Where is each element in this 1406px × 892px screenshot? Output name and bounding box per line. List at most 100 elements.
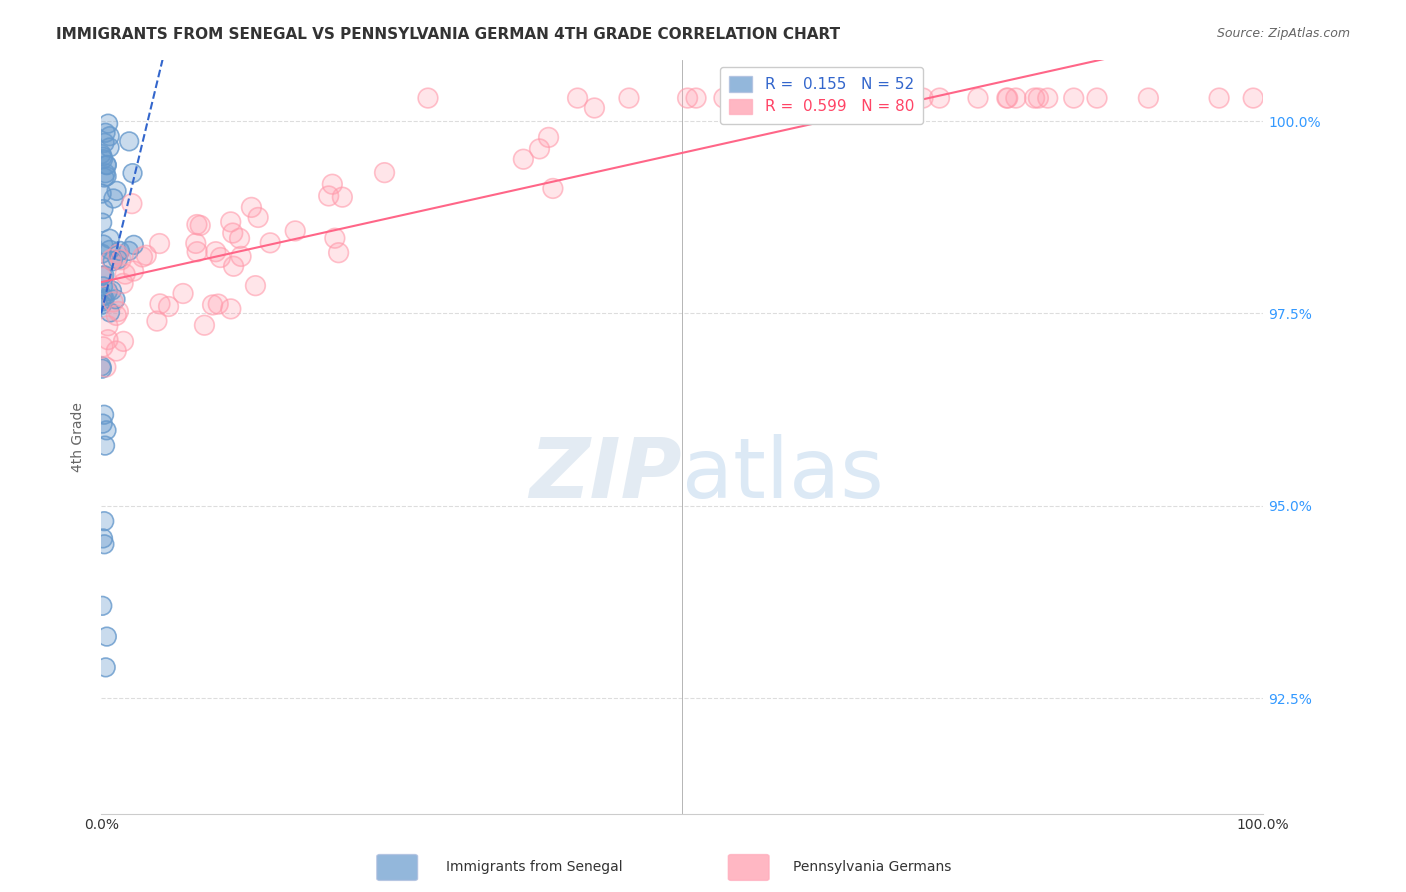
Point bbox=[583, 101, 606, 115]
Point bbox=[209, 251, 232, 265]
Point bbox=[1241, 91, 1264, 105]
Point bbox=[188, 219, 211, 233]
Point bbox=[328, 245, 350, 260]
Point bbox=[416, 91, 439, 105]
Point bbox=[91, 340, 114, 354]
Point bbox=[98, 243, 121, 257]
Point bbox=[201, 298, 224, 312]
Point bbox=[104, 292, 127, 306]
Point bbox=[912, 91, 935, 105]
Point bbox=[90, 361, 112, 376]
Point bbox=[91, 289, 114, 303]
Point bbox=[995, 91, 1018, 105]
Point bbox=[90, 147, 112, 161]
Point bbox=[93, 408, 115, 422]
Point bbox=[98, 140, 121, 154]
Point bbox=[96, 158, 118, 172]
Point bbox=[94, 359, 117, 374]
Point bbox=[207, 297, 229, 311]
Y-axis label: 4th Grade: 4th Grade bbox=[72, 401, 86, 472]
Point bbox=[204, 244, 226, 259]
Point bbox=[135, 248, 157, 262]
Legend: R =  0.155   N = 52, R =  0.599   N = 80: R = 0.155 N = 52, R = 0.599 N = 80 bbox=[720, 67, 924, 124]
Point bbox=[93, 136, 115, 150]
Point bbox=[97, 318, 120, 333]
Point bbox=[247, 211, 270, 225]
Point bbox=[97, 117, 120, 131]
Point bbox=[1028, 91, 1050, 105]
Point bbox=[105, 343, 128, 358]
Point bbox=[146, 314, 169, 328]
Point bbox=[228, 231, 250, 245]
Point bbox=[1137, 91, 1160, 105]
Point bbox=[512, 152, 534, 166]
Point bbox=[131, 250, 153, 264]
Point bbox=[245, 278, 267, 293]
Point bbox=[94, 660, 117, 674]
Point bbox=[713, 91, 735, 105]
Point bbox=[617, 91, 640, 105]
Point bbox=[90, 270, 112, 285]
Point bbox=[118, 244, 141, 258]
Point bbox=[112, 334, 135, 349]
Point bbox=[321, 178, 343, 192]
Point bbox=[97, 333, 120, 347]
Point bbox=[93, 202, 115, 216]
Point bbox=[284, 224, 307, 238]
Point bbox=[94, 359, 117, 374]
Point bbox=[811, 91, 834, 105]
Point bbox=[186, 244, 208, 259]
Point bbox=[93, 537, 115, 551]
Text: Source: ZipAtlas.com: Source: ZipAtlas.com bbox=[1216, 27, 1350, 40]
Point bbox=[122, 264, 145, 278]
Point bbox=[219, 215, 242, 229]
Point bbox=[107, 247, 129, 261]
Point bbox=[541, 181, 564, 195]
Point bbox=[676, 91, 699, 105]
Point bbox=[93, 292, 115, 306]
Point bbox=[96, 423, 118, 437]
Point bbox=[93, 268, 115, 283]
Point bbox=[193, 318, 215, 333]
Point bbox=[101, 284, 124, 298]
Point bbox=[91, 268, 114, 283]
Point bbox=[222, 226, 245, 240]
Point bbox=[121, 196, 143, 211]
Point bbox=[219, 301, 242, 316]
Point bbox=[90, 246, 112, 260]
Point bbox=[93, 170, 115, 185]
Point bbox=[91, 294, 114, 309]
Point bbox=[97, 318, 120, 333]
Point bbox=[101, 254, 124, 268]
Point bbox=[93, 170, 115, 185]
Point bbox=[98, 129, 121, 144]
Point bbox=[90, 359, 112, 374]
Point bbox=[91, 216, 114, 230]
Point bbox=[98, 140, 121, 154]
Point bbox=[186, 218, 208, 232]
Point bbox=[107, 252, 129, 267]
Point bbox=[96, 630, 118, 644]
Text: Immigrants from Senegal: Immigrants from Senegal bbox=[446, 860, 623, 874]
Point bbox=[537, 130, 560, 145]
Point bbox=[1004, 91, 1026, 105]
Point bbox=[1208, 91, 1230, 105]
Point bbox=[676, 91, 699, 105]
Point bbox=[91, 599, 114, 613]
Point bbox=[121, 166, 143, 180]
Point bbox=[90, 298, 112, 312]
Point bbox=[97, 117, 120, 131]
Point bbox=[93, 202, 115, 216]
Point bbox=[157, 300, 180, 314]
Point bbox=[724, 91, 747, 105]
Point bbox=[240, 200, 263, 214]
Point bbox=[103, 295, 125, 310]
Point bbox=[100, 252, 122, 267]
Point bbox=[724, 91, 747, 105]
Text: Pennsylvania Germans: Pennsylvania Germans bbox=[793, 860, 950, 874]
Point bbox=[172, 286, 194, 301]
Point bbox=[94, 166, 117, 180]
Point bbox=[90, 147, 112, 161]
Point bbox=[720, 91, 742, 105]
Point bbox=[107, 304, 129, 318]
